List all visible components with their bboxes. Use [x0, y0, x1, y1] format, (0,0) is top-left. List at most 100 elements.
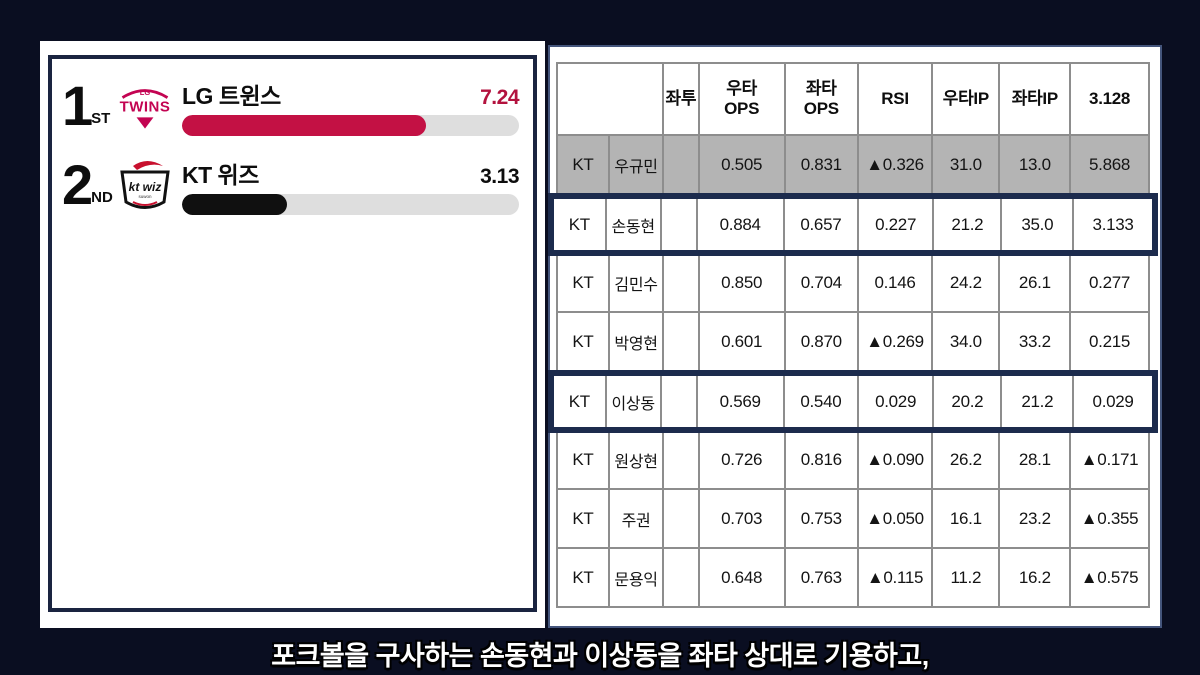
team-logo: LG TWINS	[114, 79, 176, 135]
cell-rsi: ▲0.326	[859, 136, 934, 193]
ranking-panel: 1 ST LG TWINS LG 트윈스 7.24 2 ND kt wiz su…	[40, 41, 545, 628]
table-body: KT 우규민 0.505 0.831 ▲0.326 31.0 13.0 5.86…	[548, 136, 1158, 608]
cell-vs-right-ops: 0.601	[700, 313, 786, 370]
rank-number: 2	[62, 153, 93, 217]
cell-vs-left-ops: 0.657	[785, 199, 859, 250]
stats-table: 좌투 우타 OPS 좌타 OPS RSI 우타IP 좌타IP 3.128 KT …	[548, 62, 1158, 610]
table-row: KT 김민수 0.850 0.704 0.146 24.2 26.1 0.277	[556, 254, 1150, 313]
cell-vs-left-ops: 0.540	[785, 376, 859, 427]
cell-vs-left-ops: 0.816	[786, 431, 859, 488]
cell-vs-left-ops: 0.704	[786, 254, 859, 311]
cell-player-name: 박영현	[610, 313, 665, 370]
header-cell-vs-right-ops: 우타 OPS	[700, 64, 786, 134]
table-row: KT 원상현 0.726 0.816 ▲0.090 26.2 28.1 ▲0.1…	[556, 431, 1150, 490]
cell-last-stat: 3.133	[1092, 214, 1134, 234]
cell-vs-right-ops: 0.648	[700, 549, 786, 606]
cell-last-stat: ▲0.171	[1080, 449, 1139, 469]
table-row: KT 이상동 0.569 0.540 0.029 20.2 21.2 0.029	[548, 370, 1158, 433]
cell-player-name: 원상현	[610, 431, 665, 488]
cell-left-throw	[664, 549, 700, 606]
stats-table-panel: 좌투 우타 OPS 좌타 OPS RSI 우타IP 좌타IP 3.128 KT …	[548, 45, 1162, 628]
header-cell-empty	[558, 64, 665, 134]
bar-track	[182, 115, 519, 136]
svg-text:kt wiz: kt wiz	[129, 180, 162, 194]
cell-player-name: 손동현	[607, 199, 662, 250]
cell-rsi: ▲0.269	[859, 313, 934, 370]
team-name: KT 위즈	[182, 162, 259, 188]
table-row: KT 우규민 0.505 0.831 ▲0.326 31.0 13.0 5.86…	[556, 136, 1150, 195]
rank-suffix: ND	[91, 188, 113, 206]
cell-vs-right-ops: 0.703	[700, 490, 786, 547]
cell-vs-left-ip: 13.0	[1000, 136, 1072, 193]
cell-vs-right-ops: 0.505	[700, 136, 786, 193]
cell-vs-right-ops: 0.850	[700, 254, 786, 311]
bar-fill	[182, 194, 288, 215]
cell-player-name: 이상동	[607, 376, 662, 427]
caption-text: 포크볼을 구사하는 손동현과 이상동을 좌타 상대로 기용하고,	[271, 641, 929, 671]
team-name: LG 트윈스	[182, 83, 281, 109]
cell-team: KT	[558, 549, 610, 606]
cell-rsi: ▲0.050	[859, 490, 934, 547]
cell-left-throw	[662, 376, 698, 427]
table-row: KT 손동현 0.884 0.657 0.227 21.2 35.0 3.133	[548, 193, 1158, 256]
svg-text:TWINS: TWINS	[120, 98, 171, 115]
table-row: KT 박영현 0.601 0.870 ▲0.269 34.0 33.2 0.21…	[556, 313, 1150, 372]
cell-last-stat: 0.215	[1089, 331, 1131, 351]
ranking-row: 1 ST LG TWINS LG 트윈스 7.24	[62, 77, 519, 136]
table-row: KT 주권 0.703 0.753 ▲0.050 16.1 23.2 ▲0.35…	[556, 490, 1150, 549]
team-value: 7.24	[480, 86, 519, 109]
cell-left-throw	[664, 490, 700, 547]
header-cell-3128: 3.128	[1089, 89, 1131, 109]
cell-player-name: 우규민	[610, 136, 665, 193]
cell-team: KT	[558, 431, 610, 488]
rank-badge: 2 ND	[62, 153, 114, 217]
cell-vs-right-ops: 0.884	[698, 199, 785, 250]
cell-player-name: 김민수	[610, 254, 665, 311]
header-cell-left-throw: 좌투	[664, 64, 700, 134]
cell-vs-left-ops: 0.763	[786, 549, 859, 606]
cell-rsi: 0.227	[859, 199, 935, 250]
bar-fill	[182, 115, 426, 136]
cell-vs-right-ip: 26.2	[933, 431, 1001, 488]
rank-number: 1	[62, 74, 93, 138]
rank-badge: 1 ST	[62, 74, 114, 138]
team-value: 3.13	[480, 165, 519, 188]
cell-vs-left-ops: 0.753	[786, 490, 859, 547]
cell-team: KT	[554, 199, 607, 250]
cell-last-stat: 0.029	[1092, 391, 1134, 411]
table-header-row: 좌투 우타 OPS 좌타 OPS RSI 우타IP 좌타IP 3.128	[556, 62, 1150, 136]
bar-area: KT 위즈 3.13	[182, 156, 519, 215]
cell-vs-right-ip: 31.0	[933, 136, 1001, 193]
cell-vs-left-ip: 16.2	[1000, 549, 1072, 606]
cell-team: KT	[554, 376, 607, 427]
ranking-row: 2 ND kt wiz suwon KT 위즈 3.13	[62, 156, 519, 215]
bar-track	[182, 194, 519, 215]
cell-left-throw	[664, 254, 700, 311]
cell-vs-left-ip: 26.1	[1000, 254, 1072, 311]
lg-twins-logo-icon: LG TWINS	[120, 87, 171, 129]
cell-vs-left-ip: 28.1	[1000, 431, 1072, 488]
header-cell-vs-left-ops: 좌타 OPS	[786, 64, 859, 134]
cell-vs-right-ip: 21.2	[934, 199, 1003, 250]
cell-left-throw	[664, 136, 700, 193]
header-cell-vs-left-ip: 좌타IP	[1000, 64, 1072, 134]
cell-left-throw	[664, 431, 700, 488]
cell-team: KT	[558, 254, 610, 311]
svg-text:suwon: suwon	[138, 194, 152, 199]
cell-rsi: ▲0.115	[859, 549, 934, 606]
cell-vs-right-ip: 24.2	[933, 254, 1001, 311]
cell-vs-right-ip: 11.2	[933, 549, 1001, 606]
cell-vs-left-ip: 21.2	[1002, 376, 1075, 427]
team-logo: kt wiz suwon	[114, 158, 176, 214]
cell-vs-left-ops: 0.831	[786, 136, 859, 193]
cell-team: KT	[558, 313, 610, 370]
bar-area: LG 트윈스 7.24	[182, 77, 519, 136]
cell-vs-left-ops: 0.870	[786, 313, 859, 370]
cell-rsi: 0.146	[859, 254, 934, 311]
cell-vs-left-ip: 33.2	[1000, 313, 1072, 370]
cell-vs-right-ip: 16.1	[933, 490, 1001, 547]
kt-wiz-logo-icon: kt wiz suwon	[120, 160, 170, 209]
header-cell-rsi: RSI	[859, 64, 934, 134]
rank-suffix: ST	[91, 109, 111, 127]
svg-text:LG: LG	[140, 87, 151, 96]
